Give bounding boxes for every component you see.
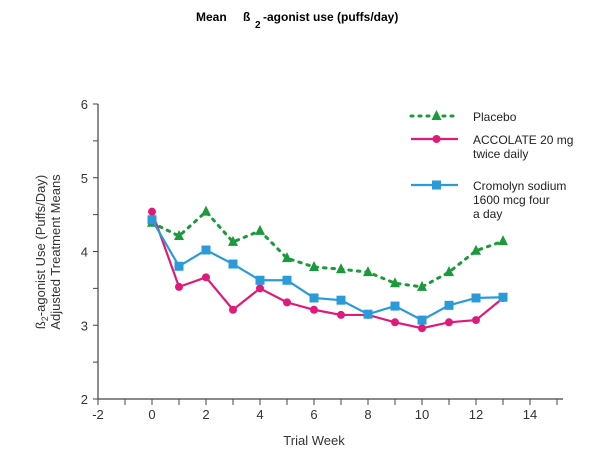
legend-item: Placebo <box>409 110 517 124</box>
data-point <box>283 298 291 307</box>
legend-marker <box>431 110 442 120</box>
data-point <box>498 235 508 246</box>
x-tick-label: 8 <box>364 407 371 422</box>
series-square <box>147 215 508 325</box>
data-point <box>255 275 265 285</box>
data-point <box>228 235 238 246</box>
y-axis-label-line1: ß2-agonist Use (Puffs/Day) <box>33 175 50 329</box>
series-layer <box>147 205 508 333</box>
data-point <box>174 261 184 271</box>
data-point <box>363 309 373 319</box>
data-point <box>445 318 453 327</box>
series-line <box>150 211 504 330</box>
data-point <box>148 207 156 216</box>
data-point <box>228 259 238 269</box>
data-point <box>256 284 264 293</box>
data-point <box>444 300 454 310</box>
x-tick-label: 14 <box>523 407 537 422</box>
y-tick-label: 6 <box>81 97 88 112</box>
x-tick-label: 0 <box>148 407 155 422</box>
x-tick-label: -2 <box>92 407 104 422</box>
axes: 2 3 4 5 6 -2 0 2 4 6 8 10 12 14 <box>81 97 563 422</box>
data-point <box>363 266 373 277</box>
data-point <box>282 275 292 285</box>
data-point <box>309 260 319 271</box>
y-tick-label: 4 <box>81 245 88 260</box>
legend-label: ACCOLATE 20 mg <box>473 133 573 147</box>
data-point <box>201 245 211 255</box>
x-tick-label: 4 <box>256 407 263 422</box>
data-point <box>337 310 345 319</box>
y-tick-label: 3 <box>81 318 88 333</box>
data-point <box>418 324 426 333</box>
y-axis-label-line2: Adjusted Treatment Means <box>48 174 63 330</box>
data-point <box>444 266 454 277</box>
chart-title: Mean ß 2 -agonist use (puffs/day) <box>196 10 398 31</box>
data-point <box>471 293 481 303</box>
data-point <box>390 277 400 288</box>
data-point <box>391 318 399 327</box>
legend-label: twice daily <box>473 147 528 161</box>
data-point <box>174 230 184 241</box>
data-point <box>336 295 346 305</box>
data-point <box>229 305 237 314</box>
data-point <box>282 252 292 263</box>
data-point <box>175 282 183 291</box>
x-tick-label: 2 <box>202 407 209 422</box>
data-point <box>147 215 157 225</box>
legend-label: a day <box>473 207 502 221</box>
y-axis-label: ß2-agonist Use (Puffs/Day) Adjusted Trea… <box>33 174 63 330</box>
legend-label: 1600 mcg four <box>473 193 550 207</box>
data-point <box>202 273 210 282</box>
data-point <box>471 244 481 255</box>
x-tick-label: 6 <box>310 407 317 422</box>
data-point <box>498 292 508 302</box>
data-point <box>309 293 319 303</box>
legend-marker <box>432 135 441 143</box>
legend-label: Cromolyn sodium <box>473 179 566 193</box>
data-point <box>336 263 346 274</box>
data-point <box>417 315 427 325</box>
legend-label: Placebo <box>473 110 517 124</box>
data-point <box>472 316 480 325</box>
data-point <box>310 305 318 314</box>
x-tick-label: 10 <box>415 407 429 422</box>
y-tick-label: 5 <box>81 171 88 186</box>
data-point <box>201 205 211 216</box>
data-point <box>255 224 265 235</box>
data-point <box>390 301 400 311</box>
data-point <box>417 280 427 291</box>
x-axis-label: Trial Week <box>283 433 345 448</box>
x-tick-label: 12 <box>469 407 483 422</box>
series-line <box>150 209 505 289</box>
legend-marker <box>432 180 441 190</box>
y-tick-label: 2 <box>81 392 88 407</box>
